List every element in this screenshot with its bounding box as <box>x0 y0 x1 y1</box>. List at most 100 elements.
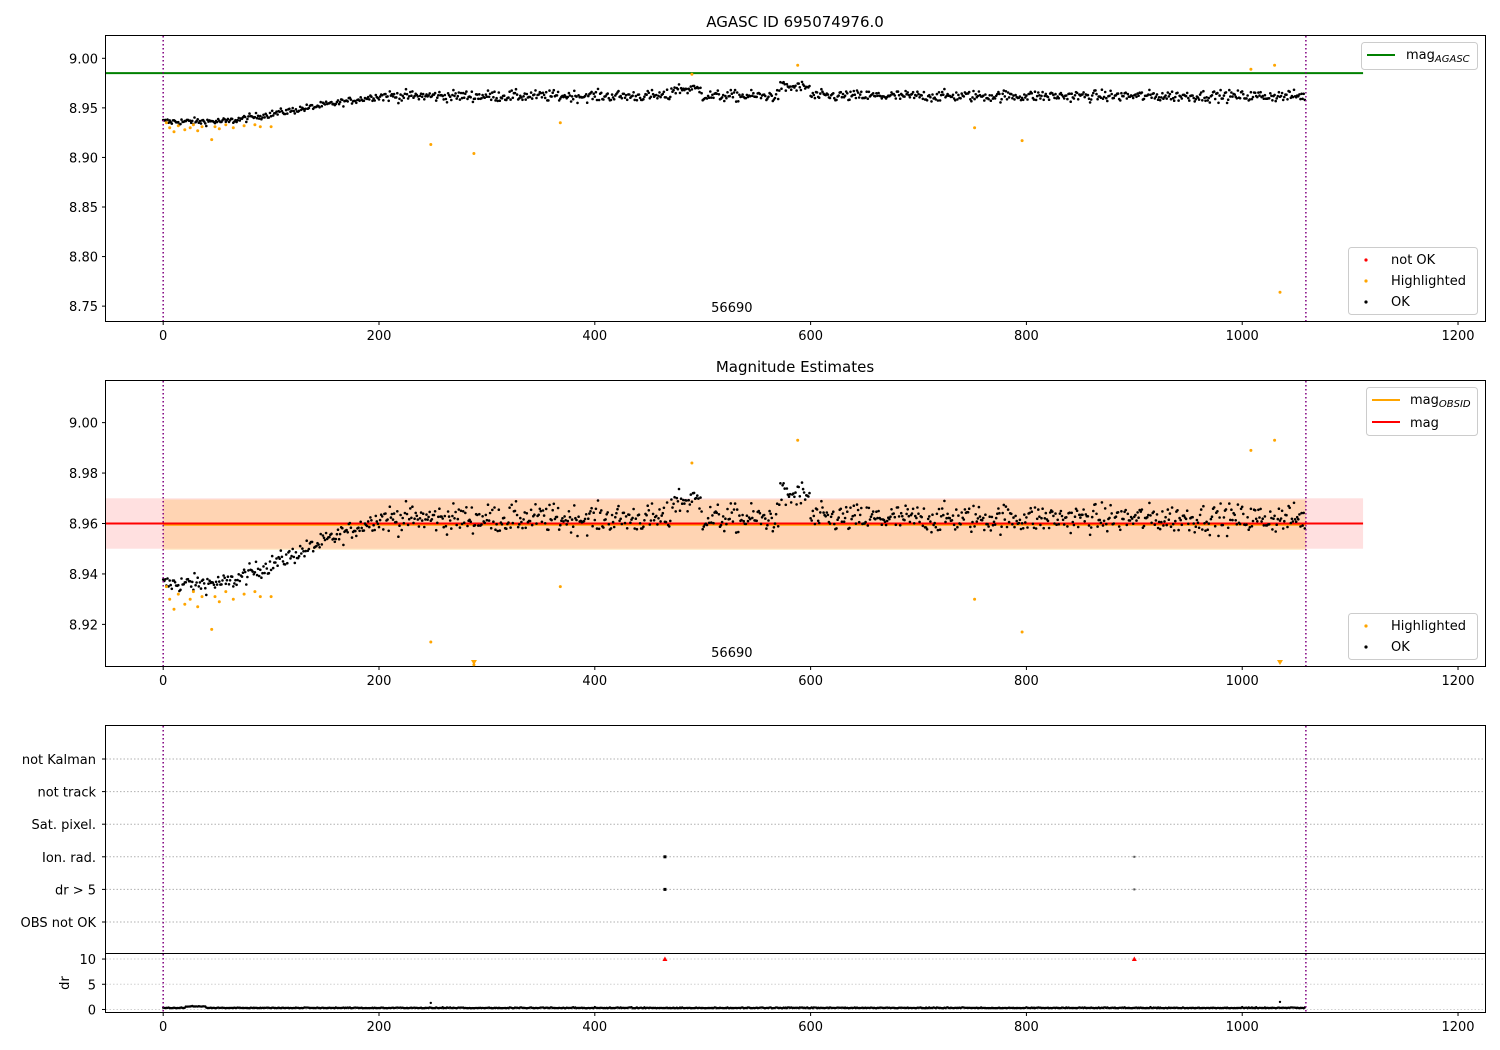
ok-point <box>731 520 735 523</box>
ok-point <box>519 516 522 520</box>
ok-point <box>1171 96 1175 100</box>
ok-point <box>686 510 689 513</box>
ok-point <box>539 509 543 513</box>
ok-point <box>386 95 389 98</box>
ok-point <box>841 512 845 515</box>
ok-point <box>1285 513 1288 517</box>
ok-point <box>1090 515 1094 519</box>
ok-point <box>1283 519 1286 523</box>
highlighted-point <box>213 595 217 599</box>
ok-point <box>835 98 838 102</box>
ok-point <box>445 533 449 536</box>
ok-point <box>1249 507 1253 511</box>
ok-point <box>740 95 743 98</box>
ok-point <box>1160 520 1163 524</box>
ok-point <box>844 505 848 509</box>
ok-point <box>1081 93 1084 96</box>
ok-point <box>1234 519 1237 522</box>
dr-clipped-marker <box>662 956 668 962</box>
ok-point <box>543 522 547 525</box>
ok-point <box>1246 94 1249 97</box>
ok-point <box>446 510 450 513</box>
ok-point <box>577 515 580 518</box>
highlighted-point <box>973 597 977 601</box>
ok-point <box>416 95 420 98</box>
flag-mark <box>1133 888 1136 891</box>
ok-point <box>1168 92 1172 96</box>
ok-point <box>1108 516 1111 520</box>
ok-point <box>238 119 242 122</box>
ok-point <box>989 99 993 102</box>
ok-point <box>591 524 594 528</box>
ok-point <box>1136 92 1139 95</box>
ok-point <box>1100 88 1104 91</box>
ok-point <box>288 107 291 111</box>
ok-point <box>1010 512 1013 516</box>
ok-point <box>628 93 631 96</box>
ok-point <box>469 520 473 523</box>
ok-point <box>1110 92 1113 96</box>
ok-point <box>548 503 551 507</box>
ok-point <box>281 560 285 563</box>
ok-point <box>596 499 600 502</box>
ok-point <box>243 115 247 119</box>
ok-point <box>409 90 412 94</box>
ok-point <box>1199 508 1203 511</box>
ok-point <box>835 527 838 530</box>
ok-point <box>589 510 592 513</box>
ok-point <box>606 92 609 95</box>
ok-point <box>912 96 916 100</box>
flag-mark <box>1133 855 1136 858</box>
ok-point <box>770 94 774 97</box>
ok-point <box>839 90 843 94</box>
ok-point <box>698 90 701 94</box>
ok-point <box>867 506 871 510</box>
ok-point <box>1028 92 1031 96</box>
ok-point <box>610 513 614 517</box>
ok-point <box>1267 523 1271 526</box>
ok-point <box>1139 510 1143 513</box>
ok-points-middle <box>161 481 1307 597</box>
ok-point <box>716 89 720 92</box>
ok-point <box>1019 527 1023 531</box>
ok-point <box>1261 517 1264 520</box>
ok-point <box>1176 509 1179 512</box>
ok-point <box>1250 97 1254 101</box>
ok-point <box>167 121 170 124</box>
ok-point <box>855 89 859 92</box>
highlighted-point <box>217 600 221 604</box>
ok-point <box>659 520 662 523</box>
ok-point <box>591 97 594 101</box>
ok-point <box>622 511 626 515</box>
ok-point <box>507 521 510 524</box>
ok-point <box>1095 512 1098 516</box>
legend-points-middle: Highlighted OK <box>1348 613 1478 660</box>
ok-point <box>920 515 923 519</box>
ok-point <box>1166 508 1170 511</box>
ok-point <box>1156 526 1160 530</box>
legend-marker-ok <box>1364 300 1368 304</box>
obsid-annotation-middle: 56690 <box>711 646 752 661</box>
ok-point <box>905 512 908 516</box>
ok-point <box>1178 516 1181 520</box>
ok-point <box>584 513 588 516</box>
ok-point <box>931 513 934 516</box>
ok-point <box>668 525 671 528</box>
highlighted-point <box>253 123 257 127</box>
ok-point <box>1083 95 1086 99</box>
ok-point <box>795 503 798 506</box>
ok-point <box>1150 521 1153 525</box>
ok-point <box>1106 529 1109 533</box>
ok-point <box>840 95 844 99</box>
ok-point <box>619 94 622 98</box>
ok-point <box>1250 525 1254 528</box>
ok-point <box>1110 512 1113 515</box>
highlighted-point <box>242 592 246 596</box>
ok-point <box>967 507 971 511</box>
ok-point <box>917 92 920 96</box>
ok-point <box>268 560 272 563</box>
ok-point <box>1256 520 1259 523</box>
ok-point <box>733 88 737 92</box>
ok-point <box>1204 99 1207 103</box>
